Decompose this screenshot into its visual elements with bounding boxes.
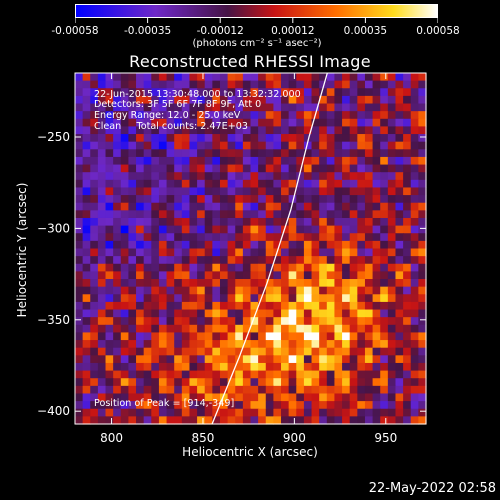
x-tick-label: 950	[374, 431, 397, 445]
heatmap-cells	[75, 73, 427, 425]
solar-limb-line	[211, 72, 328, 425]
x-tick-label: 850	[192, 431, 215, 445]
y-tick-label: −400	[37, 404, 70, 418]
x-axis-label: Heliocentric X (arcsec)	[182, 445, 318, 459]
colorbar-tick-label: 0.00058	[416, 25, 460, 37]
plot-frame	[74, 72, 427, 425]
info-time-range: 22-Jun-2015 13:30:48.000 to 13:32:32.000	[94, 89, 301, 100]
colorbar-tick-label: -0.00012	[196, 25, 244, 37]
y-axis-label: Heliocentric Y (arcsec)	[15, 182, 29, 318]
y-tick-label: −350	[37, 313, 70, 327]
colorbar-tick-label: -0.00035	[123, 25, 172, 37]
colorbar-tick-label: 0.00035	[343, 25, 388, 37]
colorbar-units-label: (photons cm⁻² s⁻¹ asec⁻²)	[192, 38, 322, 49]
x-tick-label: 800	[100, 431, 123, 445]
x-tick-label: 900	[283, 431, 306, 445]
colorbar	[75, 4, 438, 18]
colorbar-ticks	[75, 18, 438, 23]
info-peak-position: Position of Peak = [914,-349]	[94, 398, 235, 409]
info-energy-range: Energy Range: 12.0 - 25.0 keV	[94, 110, 241, 121]
y-tick-label: −250	[37, 130, 70, 144]
info-detectors: Detectors: 3F 5F 6F 7F 8F 9F, Att 0	[94, 99, 262, 110]
info-clean-counts: Clean Total counts: 2.47E+03	[94, 121, 248, 132]
plot-title: Reconstructed RHESSI Image	[129, 52, 371, 71]
colorbar-tick-label: 0.00012	[271, 25, 315, 37]
timestamp: 22-May-2022 02:58	[368, 481, 496, 496]
y-tick-label: −300	[37, 221, 70, 235]
colorbar-tick-label: -0.00058	[51, 25, 99, 37]
